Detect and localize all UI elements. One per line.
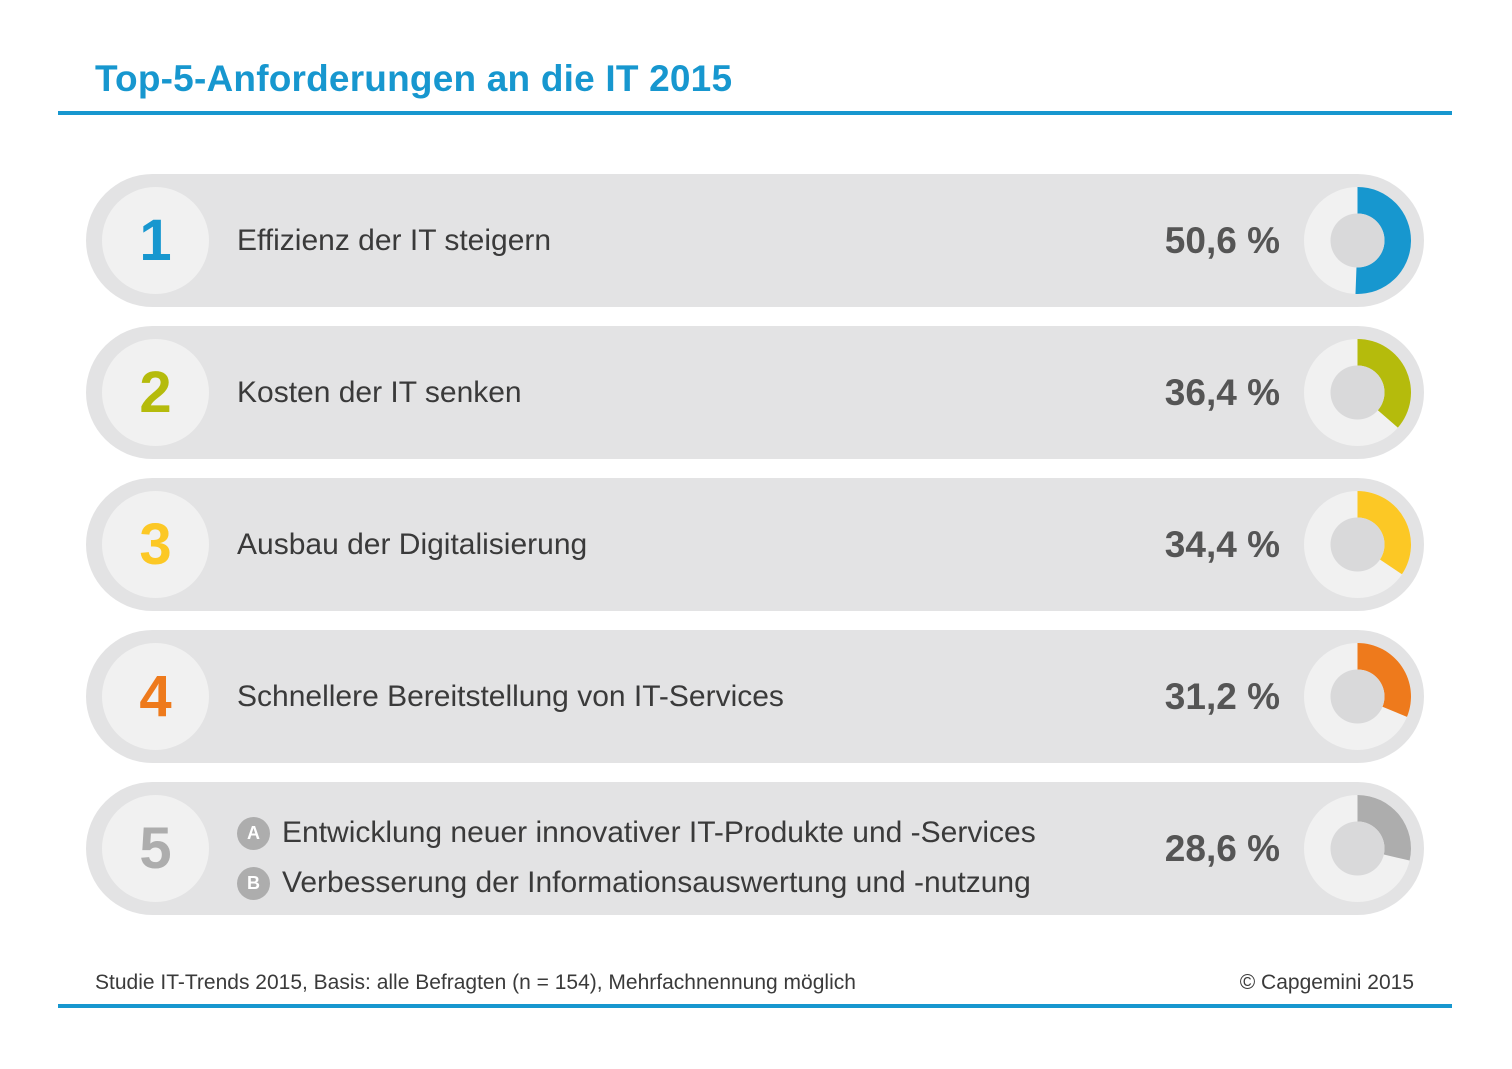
ranking-row-2: 2 Kosten der IT senken 36,4 % <box>86 326 1424 459</box>
sub-item-label: Entwicklung neuer innovativer IT-Produkt… <box>282 816 1036 849</box>
value-label: 50,6 % <box>1164 219 1280 261</box>
copyright: © Capgemini 2015 <box>1239 971 1414 994</box>
sub-item-badge: B <box>237 866 270 900</box>
title-rule <box>58 111 1452 115</box>
sub-item-b: B Verbesserung der Informationsauswertung… <box>237 858 1036 908</box>
donut-center <box>1330 669 1385 724</box>
ranking-row-3: 3 Ausbau der Digitalisierung 34,4 % <box>86 478 1424 611</box>
donut-svg <box>1304 491 1411 598</box>
donut-chart <box>1304 339 1411 446</box>
donut-segment <box>1357 643 1411 717</box>
sub-item-a: A Entwicklung neuer innovativer IT-Produk… <box>237 808 1036 858</box>
ranking-row-5: 5 A Entwicklung neuer innovativer IT-Produ… <box>86 782 1424 915</box>
donut-segment <box>1357 491 1411 575</box>
donut-segment <box>1355 187 1411 294</box>
rank-number: 1 <box>102 187 209 294</box>
item-label: Ausbau der Digitalisierung <box>237 527 588 561</box>
item-label: Effizienz der IT steigern <box>237 223 552 257</box>
item-label: Schnellere Bereitstellung von IT-Service… <box>237 679 784 713</box>
ranking-row-1: 1 Effizienz der IT steigern 50,6 % <box>86 174 1424 307</box>
footer-rule <box>58 1004 1452 1008</box>
source-note: Studie IT-Trends 2015, Basis: alle Befra… <box>95 971 856 994</box>
item-label: Kosten der IT senken <box>237 375 522 409</box>
donut-center <box>1330 213 1385 268</box>
donut-svg <box>1304 643 1411 750</box>
value-label: 34,4 % <box>1164 523 1280 565</box>
ranking-row-4: 4 Schnellere Bereitstellung von IT-Servic… <box>86 630 1424 763</box>
rank-number: 2 <box>102 339 209 446</box>
rank-number: 3 <box>102 491 209 598</box>
donut-chart <box>1304 187 1411 294</box>
donut-chart <box>1304 795 1411 902</box>
sub-item-badge: A <box>237 816 270 850</box>
value-label: 28,6 % <box>1164 827 1280 869</box>
value-label: 31,2 % <box>1164 675 1280 717</box>
sub-item-label: Verbesserung der Informationsauswertung … <box>282 866 1031 899</box>
donut-segment <box>1357 339 1411 428</box>
sub-item-list: A Entwicklung neuer innovativer IT-Produk… <box>237 808 1036 908</box>
chart-title: Top-5-Anforderungen an die IT 2015 <box>95 58 733 99</box>
rank-number: 4 <box>102 643 209 750</box>
donut-svg <box>1304 795 1411 902</box>
donut-svg <box>1304 187 1411 294</box>
donut-chart <box>1304 643 1411 750</box>
donut-segment <box>1357 795 1411 861</box>
donut-center <box>1330 517 1385 572</box>
donut-center <box>1330 365 1385 420</box>
donut-chart <box>1304 491 1411 598</box>
donut-svg <box>1304 339 1411 446</box>
rank-number: 5 <box>102 795 209 902</box>
donut-center <box>1330 821 1385 876</box>
value-label: 36,4 % <box>1164 371 1280 413</box>
